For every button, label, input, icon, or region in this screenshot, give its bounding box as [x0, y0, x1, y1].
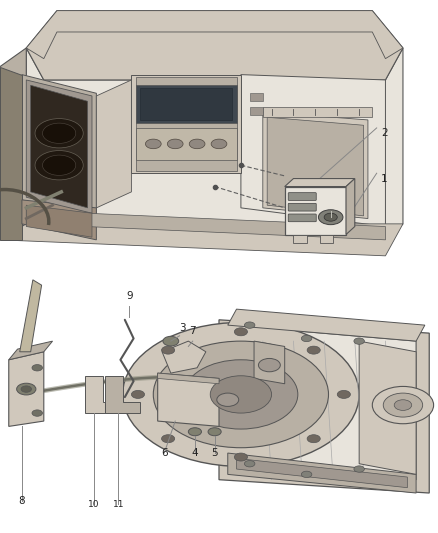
- Circle shape: [42, 123, 76, 143]
- Circle shape: [162, 435, 175, 443]
- Polygon shape: [136, 77, 237, 171]
- Polygon shape: [9, 352, 44, 426]
- Circle shape: [372, 386, 434, 424]
- Circle shape: [188, 427, 201, 436]
- Circle shape: [21, 386, 32, 392]
- FancyBboxPatch shape: [288, 192, 316, 200]
- Circle shape: [153, 341, 328, 448]
- Circle shape: [189, 139, 205, 149]
- Circle shape: [307, 346, 320, 354]
- Text: 9: 9: [126, 291, 133, 301]
- Polygon shape: [22, 200, 96, 240]
- Polygon shape: [9, 341, 53, 360]
- Circle shape: [123, 322, 359, 466]
- Circle shape: [301, 335, 312, 342]
- Polygon shape: [263, 107, 372, 117]
- Polygon shape: [85, 376, 125, 413]
- Circle shape: [32, 410, 42, 416]
- Circle shape: [244, 461, 255, 467]
- Circle shape: [324, 213, 337, 221]
- Polygon shape: [228, 325, 416, 480]
- Circle shape: [17, 383, 36, 395]
- Text: 6: 6: [161, 448, 168, 458]
- Circle shape: [394, 400, 412, 410]
- Text: 2: 2: [381, 128, 388, 138]
- Polygon shape: [136, 85, 237, 123]
- Circle shape: [258, 358, 280, 372]
- Polygon shape: [26, 11, 403, 80]
- Polygon shape: [158, 373, 219, 384]
- Polygon shape: [105, 376, 140, 413]
- Text: 11: 11: [113, 500, 124, 509]
- Polygon shape: [162, 341, 206, 373]
- Circle shape: [244, 322, 255, 328]
- Polygon shape: [158, 373, 219, 426]
- Text: 8: 8: [18, 496, 25, 506]
- Circle shape: [184, 360, 298, 429]
- Polygon shape: [0, 48, 26, 240]
- Polygon shape: [250, 107, 263, 115]
- Text: 5: 5: [211, 448, 218, 458]
- Circle shape: [35, 118, 83, 148]
- Circle shape: [307, 435, 320, 443]
- Polygon shape: [219, 320, 429, 493]
- Polygon shape: [26, 80, 92, 213]
- Polygon shape: [250, 93, 263, 101]
- Circle shape: [234, 453, 247, 461]
- Polygon shape: [96, 80, 131, 208]
- Polygon shape: [267, 117, 364, 216]
- Text: 1: 1: [381, 174, 388, 183]
- Text: 10: 10: [88, 500, 100, 509]
- Circle shape: [162, 346, 175, 354]
- Text: 4: 4: [191, 448, 198, 458]
- Polygon shape: [20, 280, 42, 352]
- Polygon shape: [237, 458, 407, 488]
- Circle shape: [354, 466, 364, 472]
- Polygon shape: [26, 48, 403, 240]
- Polygon shape: [131, 75, 241, 173]
- Circle shape: [318, 209, 343, 225]
- Polygon shape: [22, 75, 96, 219]
- Polygon shape: [228, 453, 416, 493]
- Polygon shape: [254, 341, 285, 384]
- Circle shape: [208, 427, 221, 436]
- Polygon shape: [0, 224, 403, 256]
- Polygon shape: [140, 88, 232, 120]
- Polygon shape: [293, 235, 307, 243]
- Circle shape: [42, 155, 76, 175]
- Polygon shape: [285, 187, 346, 235]
- Polygon shape: [263, 112, 368, 219]
- Circle shape: [167, 139, 183, 149]
- Polygon shape: [26, 211, 385, 240]
- Polygon shape: [26, 11, 403, 59]
- FancyBboxPatch shape: [288, 214, 316, 222]
- Circle shape: [131, 390, 145, 399]
- Polygon shape: [320, 235, 333, 243]
- Circle shape: [383, 393, 423, 417]
- Polygon shape: [228, 309, 425, 341]
- Polygon shape: [26, 205, 92, 237]
- Polygon shape: [359, 341, 416, 474]
- Polygon shape: [346, 179, 355, 235]
- Text: 3: 3: [180, 323, 186, 333]
- Circle shape: [145, 139, 161, 149]
- Polygon shape: [285, 179, 355, 187]
- Circle shape: [163, 336, 179, 346]
- Circle shape: [337, 390, 350, 399]
- Polygon shape: [31, 85, 88, 208]
- FancyBboxPatch shape: [288, 203, 316, 211]
- Polygon shape: [136, 128, 237, 160]
- Circle shape: [354, 338, 364, 344]
- Circle shape: [234, 328, 247, 336]
- Circle shape: [211, 139, 227, 149]
- Text: 7: 7: [189, 326, 196, 336]
- Polygon shape: [0, 67, 22, 240]
- Circle shape: [35, 150, 83, 180]
- Circle shape: [32, 365, 42, 371]
- Circle shape: [301, 471, 312, 478]
- Circle shape: [217, 393, 239, 406]
- Circle shape: [210, 376, 272, 413]
- Polygon shape: [241, 75, 385, 227]
